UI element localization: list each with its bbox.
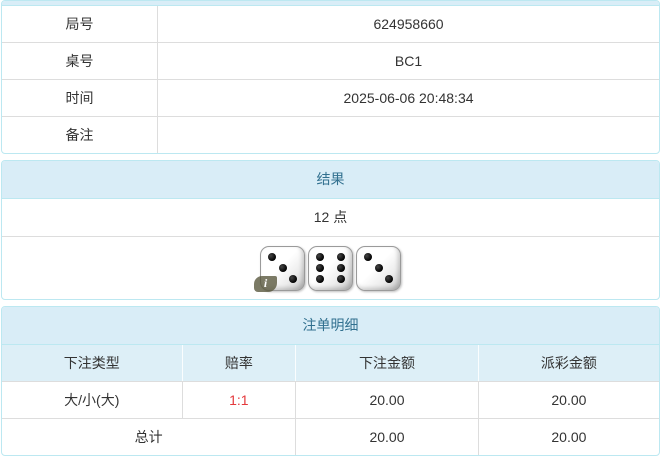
die-pip (337, 274, 346, 283)
bet-detail-panel: 注单明细 下注类型 赔率 下注金额 派彩金额 大/小(大) 1:1 20.00 … (1, 306, 660, 456)
table-row: 备注 (2, 116, 659, 154)
round-id-label: 局号 (2, 6, 159, 43)
die-pip (374, 264, 383, 272)
die-pip (315, 274, 324, 283)
bet-detail-table: 下注类型 赔率 下注金额 派彩金额 大/小(大) 1:1 20.00 20.00… (2, 345, 659, 455)
table-id-value: BC1 (157, 42, 659, 80)
total-row: 总计 20.00 20.00 (2, 418, 659, 455)
info-icon[interactable]: i (254, 275, 277, 292)
game-info-table: 局号 624958660 桌号 BC1 时间 2025-06-06 20:48:… (2, 6, 659, 153)
round-id-value: 624958660 (157, 6, 659, 43)
remark-label: 备注 (2, 116, 159, 153)
die-pip (315, 253, 324, 262)
die-pip (385, 274, 394, 283)
bet-detail-panel-title: 注单明细 (2, 307, 659, 345)
col-payout-amount: 派彩金额 (477, 345, 659, 382)
total-label: 总计 (134, 429, 163, 445)
col-bet-type: 下注类型 (2, 345, 183, 382)
result-panel-title: 结果 (2, 161, 659, 199)
dice-result-row: i (2, 237, 659, 299)
total-bet-amount: 20.00 (295, 418, 479, 455)
total-payout-amount: 20.00 (477, 418, 659, 455)
die-image-1: i (254, 245, 305, 292)
die-image-3 (356, 245, 401, 291)
odds-value: 1:1 (181, 381, 296, 419)
time-value: 2025-06-06 20:48:34 (157, 79, 659, 117)
die-pip (363, 253, 372, 262)
die-pip (337, 264, 346, 272)
table-id-label: 桌号 (2, 42, 159, 80)
table-header-row: 下注类型 赔率 下注金额 派彩金额 (2, 345, 659, 382)
die-pip (315, 264, 324, 272)
bet-type-value: 大/小(大) (2, 381, 183, 419)
die-image-2 (308, 245, 353, 291)
payout-amount-value: 20.00 (477, 381, 659, 419)
table-row: 桌号 BC1 (2, 42, 659, 80)
cut-off-panel-header (2, 1, 659, 6)
col-bet-amount: 下注金额 (295, 345, 479, 382)
game-info-panel: 局号 624958660 桌号 BC1 时间 2025-06-06 20:48:… (1, 0, 660, 154)
table-row: 时间 2025-06-06 20:48:34 (2, 79, 659, 117)
table-row: 局号 624958660 (2, 6, 659, 43)
die-pip (289, 274, 298, 283)
remark-value (158, 117, 659, 154)
time-label: 时间 (2, 79, 159, 117)
bet-amount-value: 20.00 (295, 381, 479, 419)
die-pip (337, 253, 346, 262)
result-panel: 结果 12 点 i (1, 160, 660, 300)
bet-row: 大/小(大) 1:1 20.00 20.00 (2, 381, 659, 419)
col-odds: 赔率 (181, 345, 296, 382)
die-pip (278, 264, 287, 272)
die-pip (267, 253, 276, 262)
result-points: 12 点 (2, 199, 659, 237)
